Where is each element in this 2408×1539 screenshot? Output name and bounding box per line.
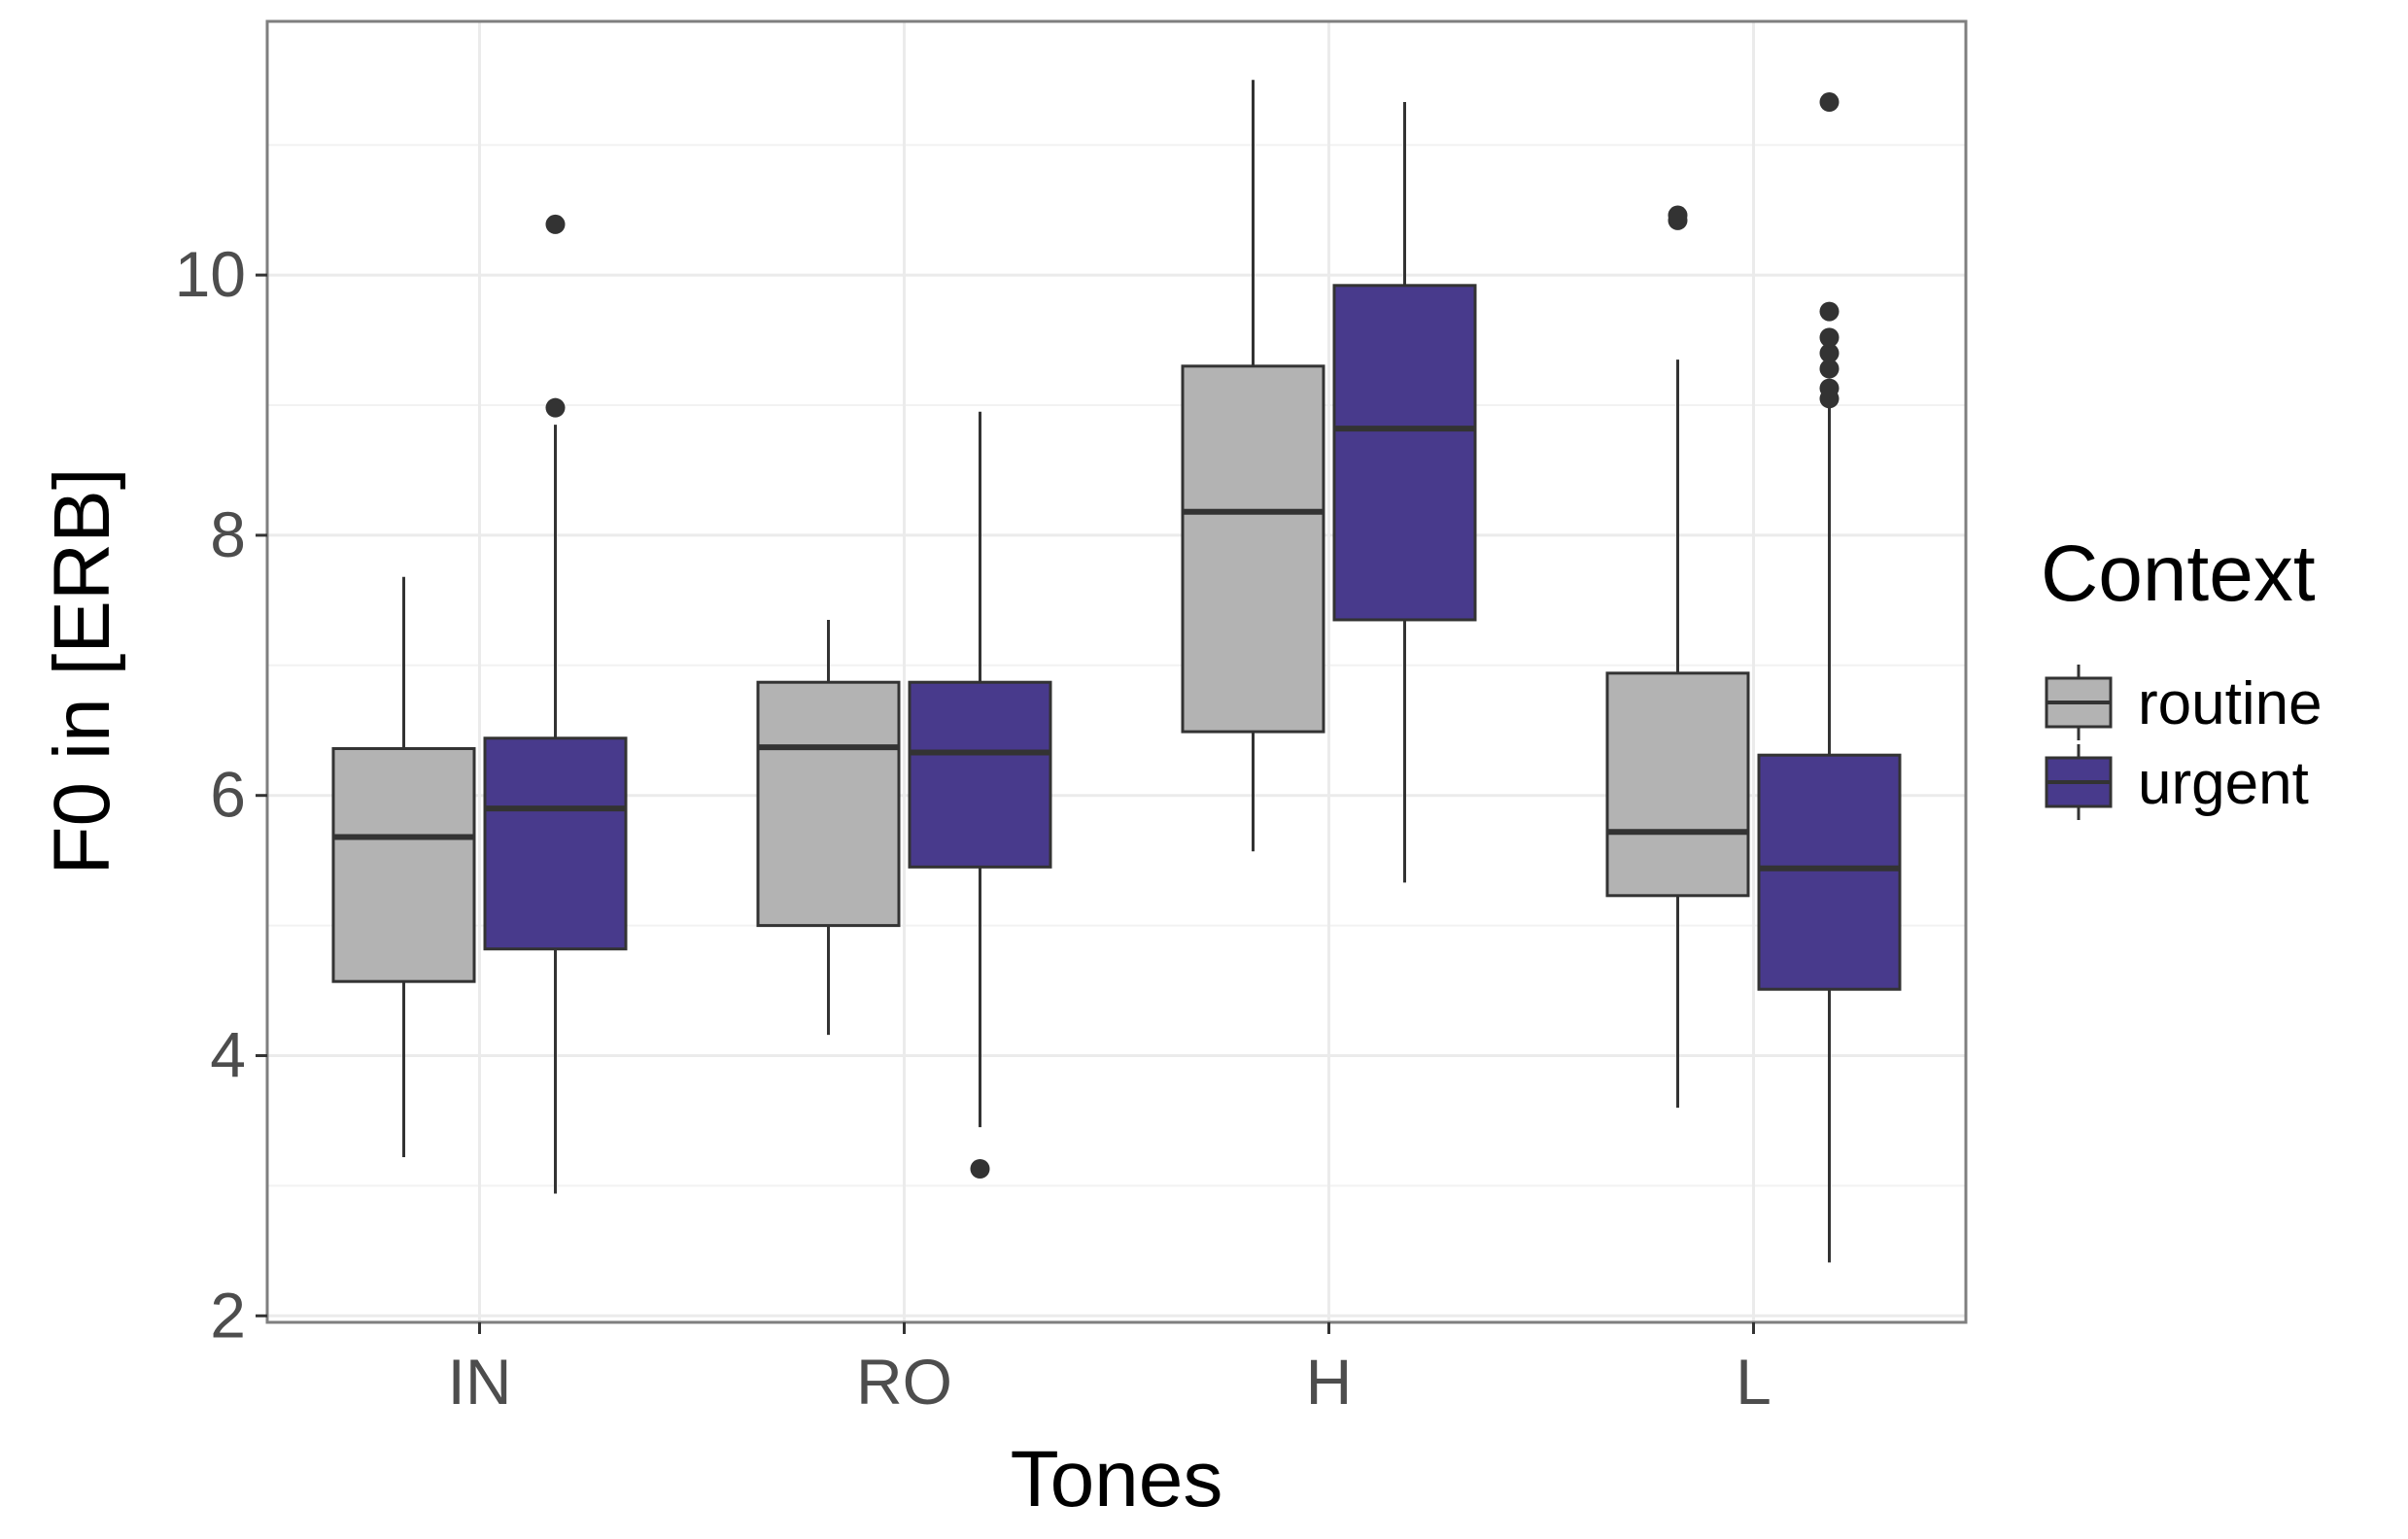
outlier-point — [1819, 301, 1840, 322]
y-tick-label: 6 — [210, 759, 246, 831]
x-tick-label: IN — [448, 1346, 512, 1418]
x-axis-title: Tones — [1011, 1435, 1223, 1523]
legend-label: routine — [2138, 670, 2322, 737]
box-body — [908, 680, 1052, 869]
legend-label: urgent — [2138, 750, 2309, 817]
outlier-point — [1668, 205, 1688, 225]
box-routine-H — [1181, 80, 1325, 852]
y-tick-label: 10 — [175, 238, 246, 310]
box-urgent-L — [1757, 92, 1902, 1263]
box-series — [331, 80, 1902, 1263]
outlier-point — [545, 397, 566, 418]
box-body — [1605, 671, 1750, 898]
y-tick-label: 4 — [210, 1019, 246, 1091]
x-tick-label: H — [1306, 1346, 1353, 1418]
panel-border — [265, 19, 1968, 1324]
box-body — [1757, 753, 1902, 991]
axes: 2 4 6 8 10 IN RO H L — [175, 238, 1772, 1418]
grid-lines — [267, 21, 1966, 1322]
x-tick-label: RO — [856, 1346, 952, 1418]
legend-title: Context — [2041, 530, 2316, 618]
outlier-point — [1819, 327, 1840, 348]
outlier-point — [1819, 359, 1840, 379]
box-body — [1332, 284, 1477, 622]
legend-keys: routine urgent — [2045, 665, 2322, 820]
box-body — [756, 680, 901, 928]
outlier-point — [1819, 343, 1840, 363]
y-tick-label: 8 — [210, 498, 246, 570]
box-body — [483, 736, 628, 951]
legend-entry-routine: routine — [2045, 665, 2322, 740]
box-urgent-H — [1332, 102, 1477, 883]
outlier-point — [545, 214, 566, 234]
box-body — [1181, 364, 1325, 734]
x-tick-label: L — [1736, 1346, 1772, 1418]
y-tick-label: 2 — [210, 1279, 246, 1351]
box-routine-IN — [331, 576, 476, 1157]
box-routine-RO — [756, 619, 901, 1036]
outlier-point — [1819, 92, 1840, 113]
box-body — [331, 747, 476, 983]
outlier-point — [1819, 378, 1840, 398]
box-urgent-RO — [908, 411, 1052, 1179]
y-axis-title: F0 in [ERB] — [38, 467, 126, 874]
legend-entry-urgent: urgent — [2045, 744, 2309, 820]
outlier-point — [970, 1158, 990, 1179]
box-urgent-IN — [483, 214, 628, 1194]
box-routine-L — [1605, 205, 1750, 1109]
legend: Context routine urgent — [2041, 530, 2322, 820]
